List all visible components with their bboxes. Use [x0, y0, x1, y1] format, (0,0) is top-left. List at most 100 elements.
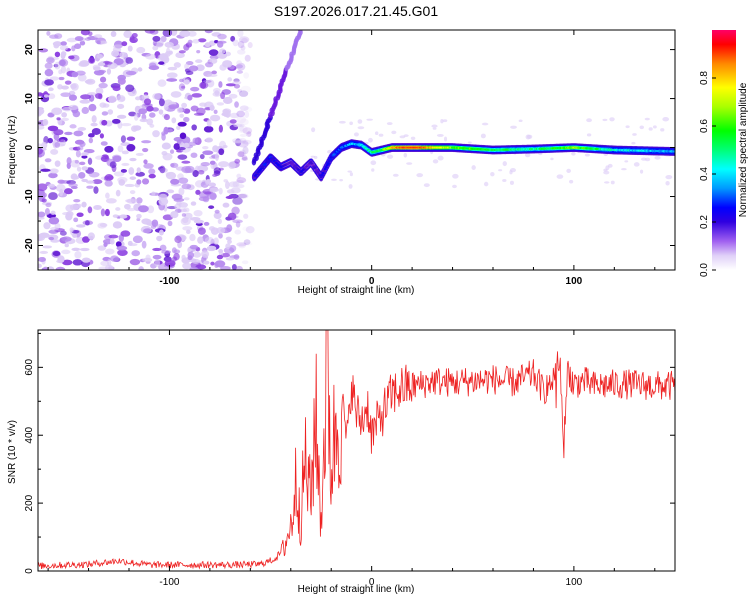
- noise-blob: [241, 260, 249, 265]
- noise-blob: [105, 198, 117, 204]
- noise-blob: [639, 169, 644, 174]
- noise-blob: [633, 162, 640, 167]
- noise-blob: [179, 30, 191, 38]
- noise-blob: [164, 41, 174, 48]
- noise-blob: [192, 170, 199, 178]
- noise-blob: [240, 45, 246, 51]
- noise-blob: [187, 30, 197, 37]
- noise-blob: [173, 136, 183, 142]
- spectrogram-noise-blobs: [38, 30, 674, 270]
- noise-blob: [184, 63, 190, 70]
- noise-blob: [169, 149, 175, 154]
- noise-blob: [232, 140, 244, 144]
- noise-blob: [196, 49, 201, 54]
- noise-blob: [311, 127, 316, 133]
- noise-blob: [212, 145, 219, 153]
- noise-blob: [644, 117, 650, 121]
- noise-blob: [112, 155, 122, 163]
- noise-blob: [120, 230, 131, 237]
- noise-blob: [220, 92, 226, 100]
- noise-blob: [59, 45, 69, 51]
- noise-blob: [113, 58, 124, 66]
- noise-blob: [71, 247, 80, 251]
- noise-blob: [163, 103, 169, 111]
- noise-blob: [97, 69, 107, 74]
- noise-blob: [216, 102, 225, 106]
- noise-blob: [218, 187, 223, 195]
- noise-blob: [93, 186, 99, 194]
- noise-blob: [392, 173, 399, 177]
- noise-blob: [204, 61, 214, 68]
- snr-series-line: [38, 330, 675, 570]
- noise-blob: [95, 87, 104, 95]
- noise-blob: [129, 176, 137, 180]
- noise-blob: [43, 94, 49, 98]
- noise-blob: [115, 241, 122, 248]
- noise-blob: [242, 127, 253, 135]
- noise-blob: [353, 132, 359, 137]
- noise-blob: [357, 126, 365, 130]
- noise-blob: [348, 184, 353, 189]
- noise-blob: [603, 170, 610, 175]
- noise-blob: [229, 119, 237, 124]
- noise-blob: [241, 157, 249, 161]
- noise-blob: [204, 30, 213, 34]
- noise-blob: [208, 182, 216, 187]
- noise-blob: [44, 79, 54, 86]
- noise-blob: [237, 40, 245, 49]
- noise-blob: [338, 120, 346, 124]
- noise-blob: [166, 189, 175, 194]
- noise-blob: [48, 172, 58, 179]
- noise-blob: [152, 93, 161, 100]
- noise-blob: [240, 85, 251, 93]
- noise-blob: [54, 141, 61, 148]
- noise-blob: [131, 125, 138, 132]
- noise-blob: [77, 73, 87, 82]
- noise-blob: [49, 76, 60, 81]
- noise-blob: [129, 157, 137, 162]
- noise-blob: [44, 62, 53, 69]
- noise-blob: [110, 31, 117, 37]
- noise-blob: [443, 136, 448, 142]
- noise-blob: [241, 37, 248, 44]
- noise-blob: [206, 119, 212, 127]
- noise-blob: [189, 233, 196, 242]
- noise-blob: [45, 202, 52, 208]
- noise-blob: [166, 72, 178, 79]
- noise-blob: [218, 124, 223, 133]
- noise-blob: [225, 195, 234, 200]
- noise-blob: [181, 213, 187, 217]
- noise-blob: [70, 83, 77, 89]
- noise-blob: [141, 178, 150, 185]
- noise-blob: [42, 245, 52, 249]
- noise-blob: [110, 255, 119, 262]
- noise-blob: [93, 34, 103, 39]
- noise-blob: [88, 171, 100, 178]
- noise-blob: [50, 226, 59, 231]
- noise-blob: [48, 216, 60, 225]
- colorbar-tick-label: 0.0: [699, 263, 710, 277]
- noise-blob: [214, 153, 219, 161]
- noise-blob: [103, 242, 108, 247]
- noise-blob: [510, 125, 517, 129]
- noise-blob: [116, 245, 128, 251]
- noise-blob: [187, 94, 193, 101]
- noise-blob: [610, 180, 615, 185]
- noise-blob: [100, 260, 110, 267]
- noise-blob: [170, 178, 180, 185]
- x-tick-label: 100: [566, 577, 583, 588]
- noise-blob: [120, 168, 127, 173]
- noise-blob: [236, 49, 246, 55]
- noise-blob: [216, 40, 224, 48]
- noise-blob: [64, 80, 72, 85]
- noise-blob: [197, 38, 207, 43]
- noise-blob: [100, 141, 108, 146]
- noise-blob: [183, 142, 190, 148]
- noise-blob: [141, 140, 152, 144]
- noise-blob: [216, 254, 224, 260]
- noise-blob: [525, 134, 531, 140]
- noise-blob: [152, 254, 162, 260]
- noise-blob: [177, 121, 187, 127]
- spectrogram-x-axis-label: Height of straight line (km): [298, 285, 415, 296]
- noise-blob: [247, 42, 253, 49]
